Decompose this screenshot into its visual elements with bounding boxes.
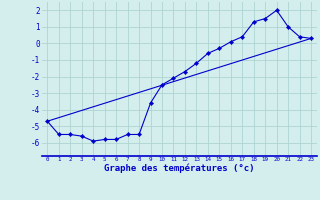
X-axis label: Graphe des températures (°c): Graphe des températures (°c) xyxy=(104,164,254,173)
